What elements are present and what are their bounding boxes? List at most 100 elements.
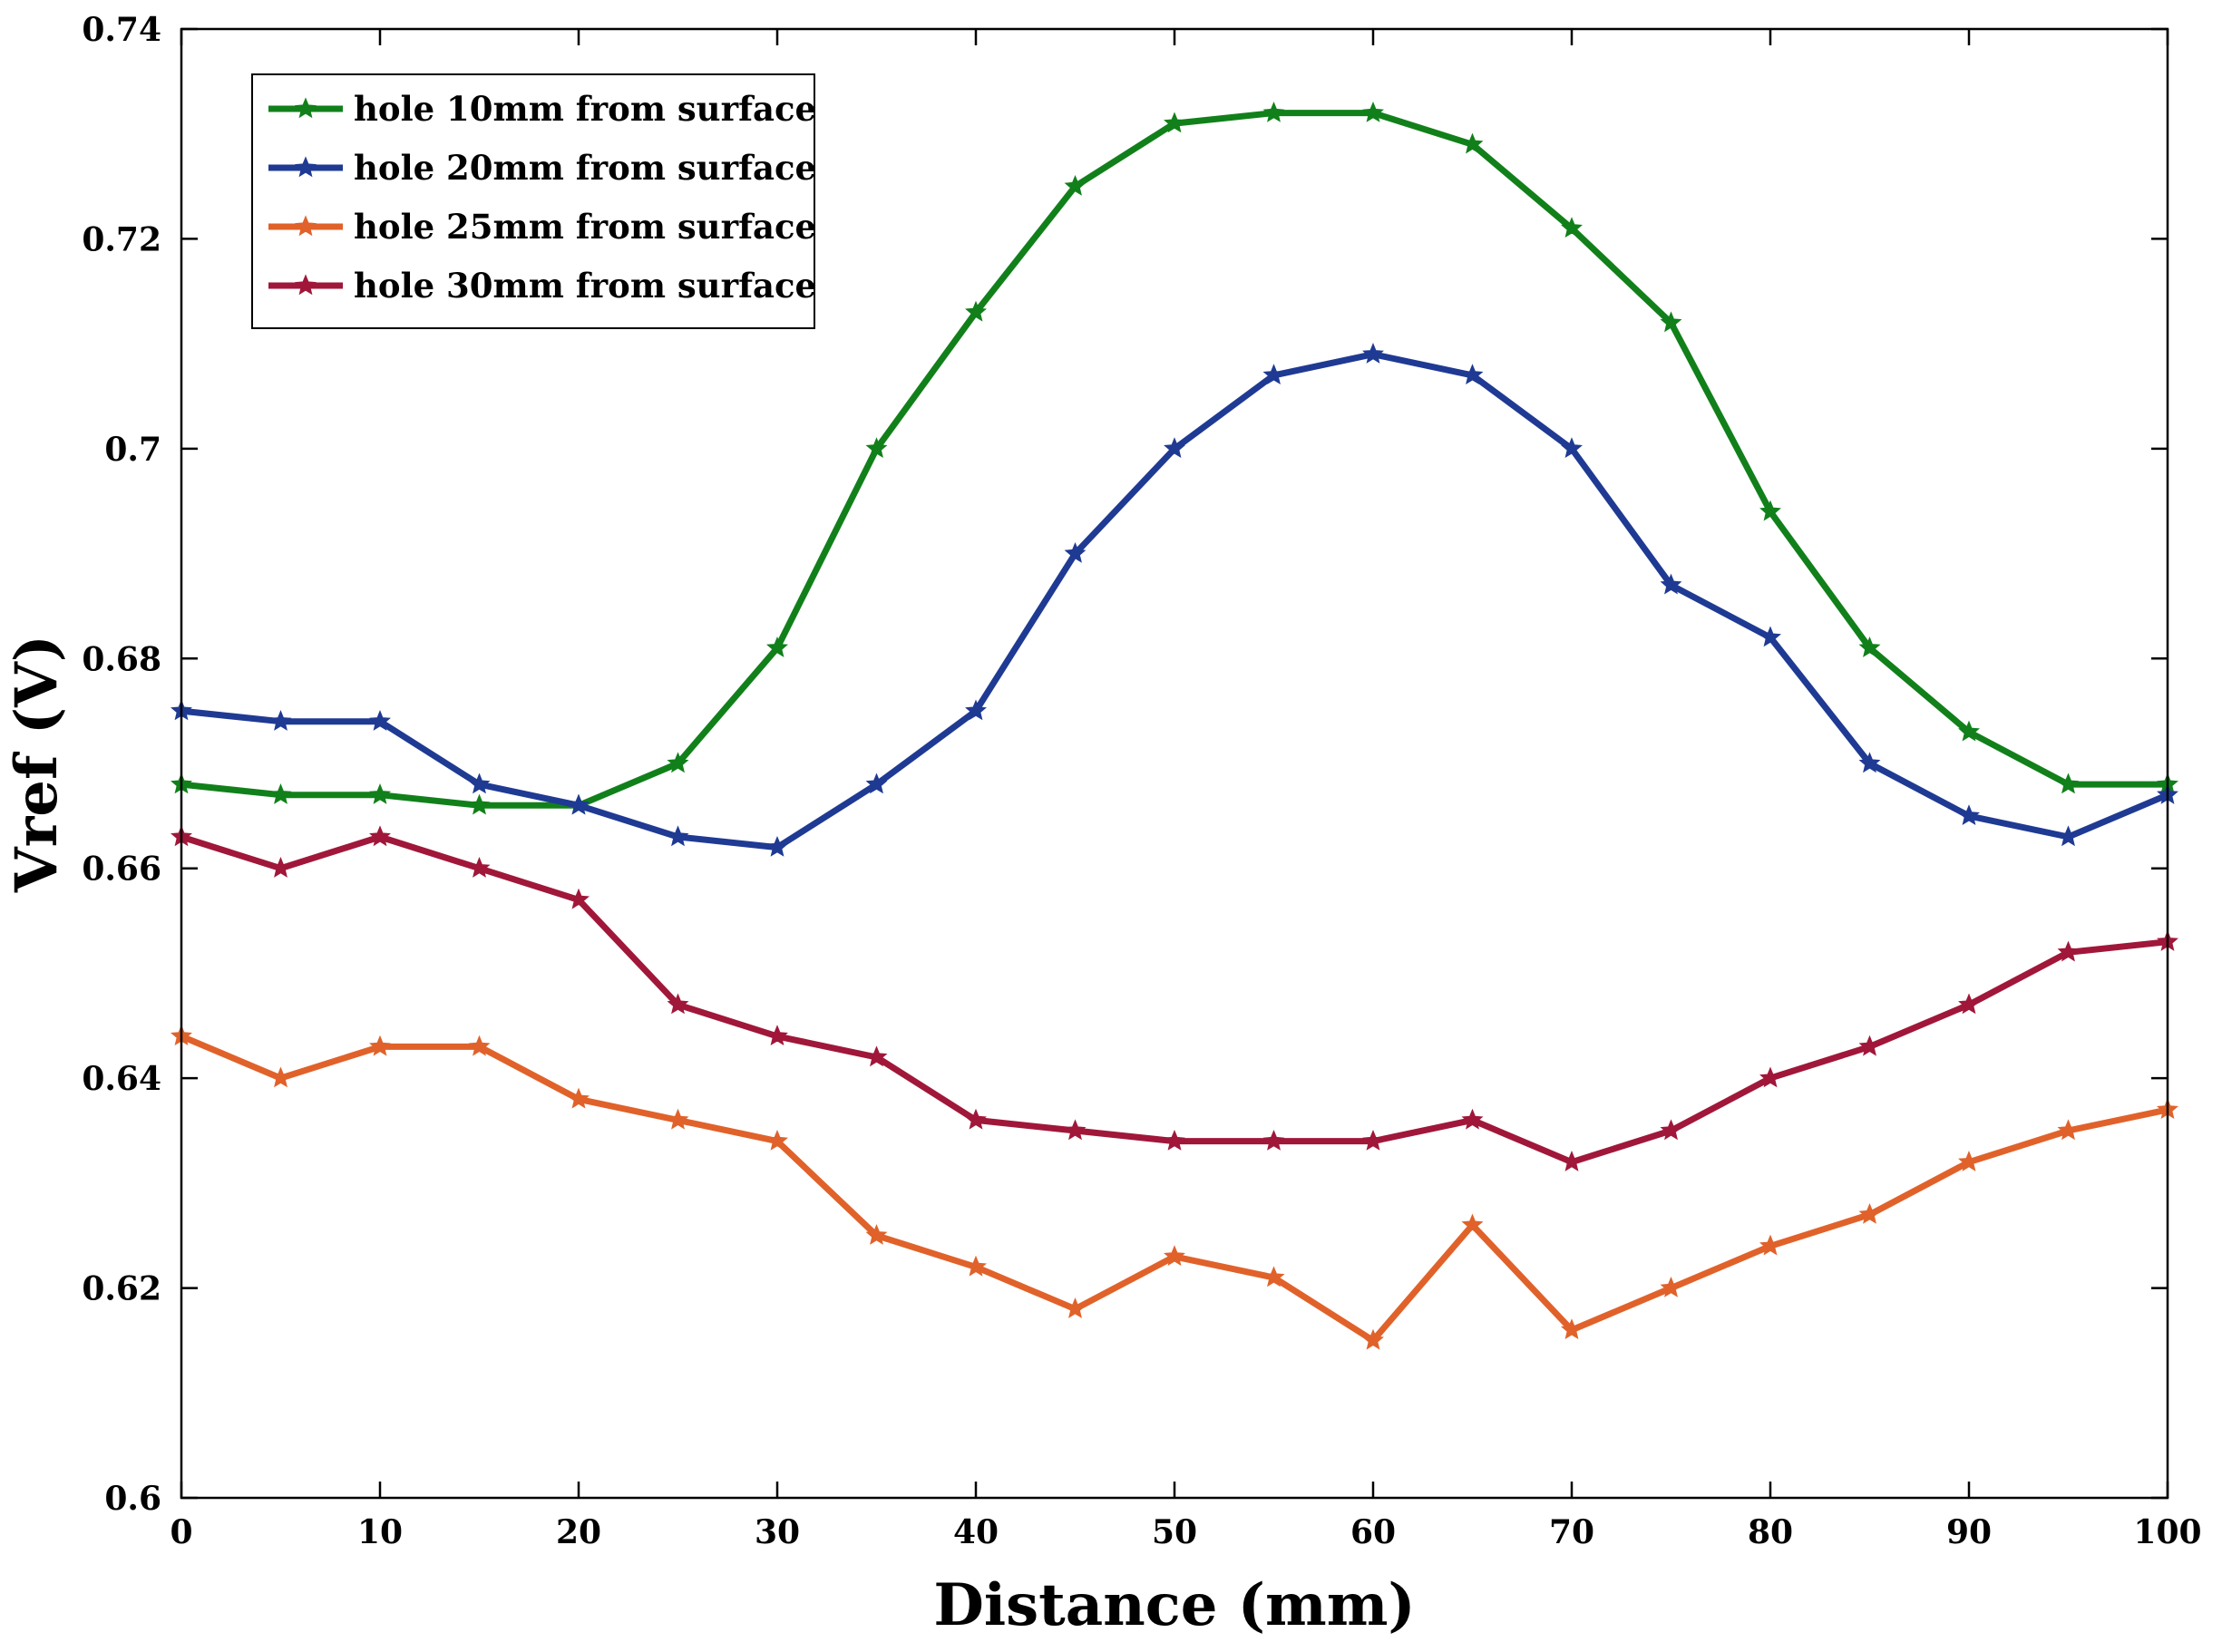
legend-entry-label: hole 30mm from surface [354,266,816,306]
data-point [269,1066,292,1088]
data-point [1461,364,1484,384]
data-point [766,1025,788,1045]
legend-entry-label: hole 10mm from surface [354,89,816,129]
x-tick-label: 0 [170,1513,192,1551]
data-point [1958,1151,1980,1171]
data-point [1164,437,1185,458]
data-point [369,710,391,731]
x-tick-label: 90 [1946,1513,1992,1551]
data-point [1858,637,1881,657]
data-point [369,825,391,847]
x-tick-label: 40 [953,1513,999,1551]
data-point [1064,174,1087,196]
data-point [865,1224,888,1245]
data-point [1660,573,1682,595]
data-point [865,773,888,794]
data-point [468,773,491,794]
plot-frame [180,27,2169,1500]
data-point [865,437,888,458]
y-tick-label: 0.68 [82,640,161,678]
data-point [1461,132,1484,154]
legend-entry-label: hole 25mm from surface [354,207,816,247]
axes: 0 10 20 30 40 50 60 70 80 90 100 0.6 0.62 0.64 0.66 0.6… [82,11,2201,1551]
legend-marker [295,97,317,119]
legend: hole 10mm from surface hole 20mm from sur… [251,73,816,329]
data-point [2057,825,2080,847]
data-point [667,752,689,773]
data-point [568,793,590,815]
series-4 [171,825,2178,1171]
data-point [766,637,788,657]
x-tick-label: 100 [2133,1513,2201,1551]
data-point [2057,1119,2080,1141]
x-tick-label: 20 [556,1513,601,1551]
y-tick-label: 0.66 [82,850,161,889]
data-point [1362,343,1384,364]
data-point [1262,1266,1285,1288]
data-point [269,710,292,731]
data-point [269,857,292,878]
x-tick-label: 30 [755,1513,800,1551]
data-point [1164,1245,1185,1266]
data-point [965,699,987,721]
legend-box [251,73,815,329]
y-axis-label: Vref (V) [3,635,71,893]
data-point [766,1129,788,1151]
data-point [1561,1151,1583,1171]
data-point [667,825,689,847]
data-point [1660,311,1682,333]
data-point [1858,752,1881,773]
series-lines [171,101,2178,1350]
data-point [1064,1297,1087,1318]
data-point [269,783,292,804]
data-point [1064,1119,1087,1141]
y-tick-label: 0.6 [104,1480,161,1518]
data-point [1858,1035,1881,1056]
y-tick-label: 0.62 [82,1270,161,1308]
data-point [865,1045,888,1067]
data-point [2057,940,2080,962]
data-point [1064,541,1087,563]
data-point [1461,1108,1484,1130]
series-1 [171,101,2178,815]
legend-entry-label: hole 20mm from surface [354,148,816,188]
data-point [1759,500,1781,521]
data-point [369,783,391,804]
data-point [1660,1276,1682,1297]
data-point [667,993,689,1015]
data-point [1561,217,1583,238]
data-point [1164,112,1185,133]
data-point [1759,626,1781,647]
legend-marker [295,274,317,296]
data-point [1262,1129,1285,1151]
y-tick-label: 0.72 [82,220,161,258]
x-tick-label: 50 [1152,1513,1197,1551]
data-point [568,888,590,909]
y-tick-label: 0.7 [104,431,161,469]
data-point [1759,1066,1781,1088]
data-point [1858,1202,1881,1224]
data-point [1561,1318,1583,1339]
y-tick-label: 0.64 [82,1060,161,1098]
data-point [1362,101,1384,122]
legend-marker [295,156,317,178]
data-point [1164,1129,1185,1151]
x-axis-label: Distance (mm) [933,1571,1415,1639]
data-point [468,857,491,878]
data-point [1362,1328,1384,1350]
x-tick-label: 10 [357,1513,403,1551]
data-point [1262,364,1285,384]
data-point [1461,1213,1484,1235]
data-point [1262,101,1285,122]
data-point [965,1255,987,1277]
legend-marker [295,215,317,237]
data-point [667,1108,689,1130]
data-point [2057,773,2080,794]
data-point [468,793,491,815]
data-point [965,300,987,322]
data-point [965,1108,987,1130]
data-point [1958,804,1980,825]
data-point [369,1035,391,1056]
data-point [766,835,788,857]
